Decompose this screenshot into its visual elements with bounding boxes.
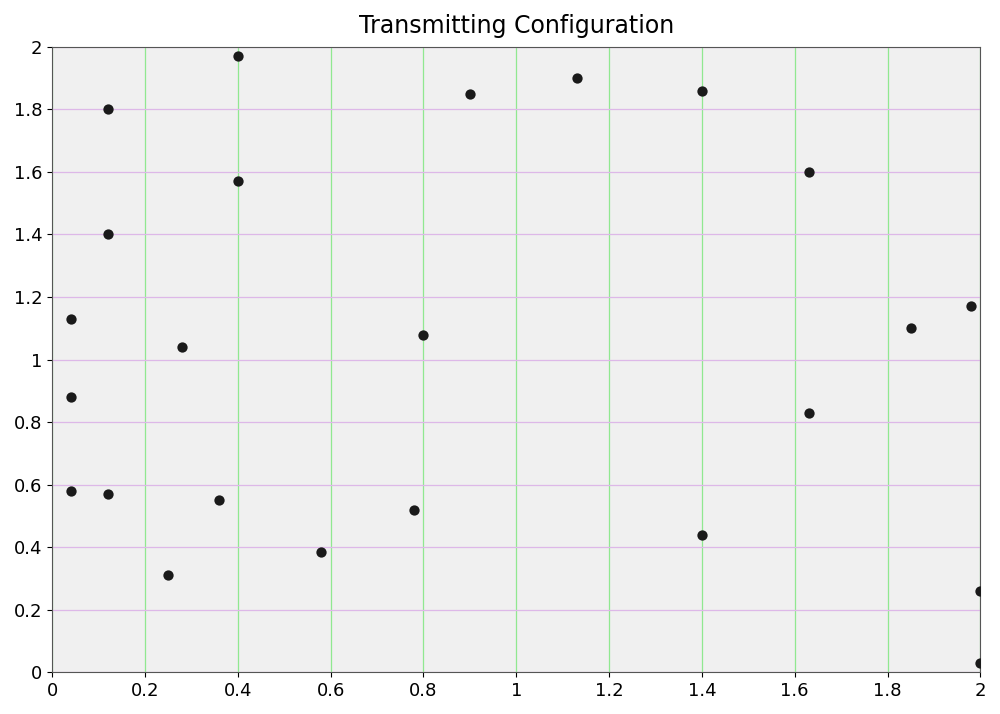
Point bbox=[230, 176, 246, 187]
Point bbox=[801, 407, 817, 418]
Point bbox=[160, 570, 176, 581]
Point bbox=[211, 495, 227, 506]
Point bbox=[100, 488, 116, 500]
Point bbox=[569, 72, 585, 84]
Point bbox=[972, 658, 988, 669]
Point bbox=[406, 504, 422, 516]
Point bbox=[694, 85, 710, 96]
Point bbox=[313, 546, 329, 558]
Point bbox=[972, 585, 988, 597]
Point bbox=[63, 486, 79, 497]
Point bbox=[100, 228, 116, 240]
Point bbox=[903, 323, 919, 334]
Point bbox=[694, 529, 710, 540]
Point bbox=[963, 301, 979, 312]
Title: Transmitting Configuration: Transmitting Configuration bbox=[359, 14, 674, 38]
Point bbox=[801, 166, 817, 178]
Point bbox=[63, 391, 79, 403]
Point bbox=[230, 51, 246, 62]
Point bbox=[100, 104, 116, 115]
Point bbox=[63, 313, 79, 325]
Point bbox=[415, 329, 431, 341]
Point bbox=[174, 341, 190, 353]
Point bbox=[462, 88, 478, 99]
